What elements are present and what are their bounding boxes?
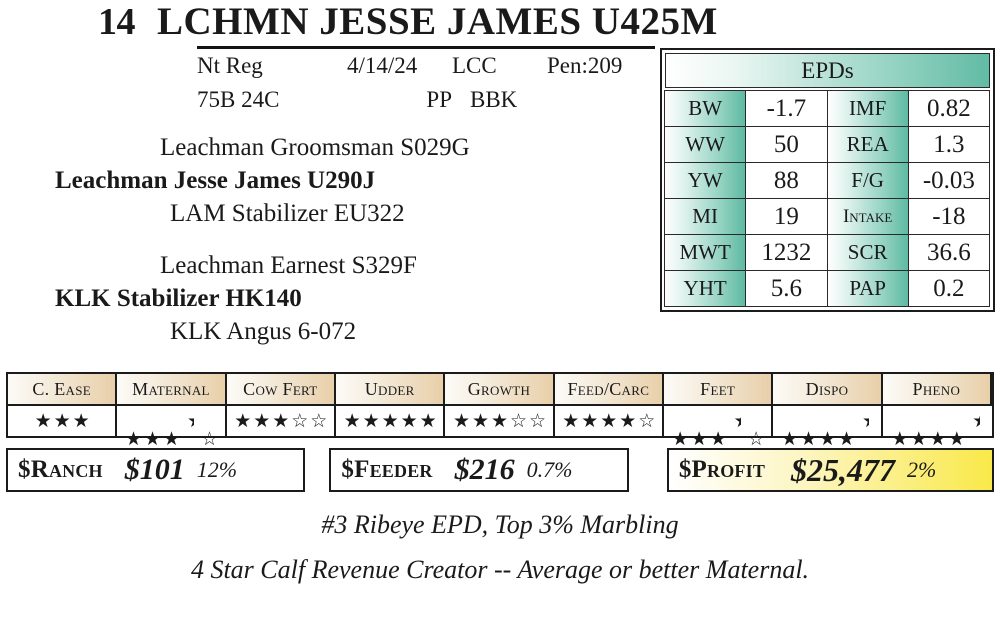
- epd-label-yht: YHT: [664, 270, 747, 307]
- registration-status: Nt Reg: [197, 53, 263, 78]
- trait-header-feet: Feet: [664, 374, 774, 406]
- epd-panel: EPDs BW -1.7 IMF 0.82 WW 50 REA 1.3 YW 88 F/G -0.03…: [660, 46, 1000, 312]
- note-line-1: #3 Ribeye EPD, Top 3% Marbling: [321, 510, 679, 539]
- epd-label-f-g: F/G: [826, 162, 909, 199]
- epd-label-imf: IMF: [826, 90, 909, 127]
- epd-table-title: EPDs: [665, 53, 990, 88]
- birth-date: 4/14/24: [347, 53, 418, 78]
- ranch-index-box: $Ranch $101 12%: [6, 448, 306, 492]
- trait-stars-cow-fert: ★ ★ ★ ☆ ☆: [227, 406, 336, 436]
- trait-stars-feet: ★★★★☆: [664, 406, 774, 450]
- note-line-2: 4 Star Calf Revenue Creator -- Average o…: [190, 555, 810, 584]
- pen-number: Pen:209: [547, 53, 623, 78]
- epd-label-pap: PAP: [826, 270, 909, 307]
- trait-stars-udder: ★ ★ ★ ★ ★: [336, 406, 446, 436]
- epd-value-f-g: -0.03: [907, 162, 990, 199]
- trait-header-maternal: Maternal: [117, 374, 227, 406]
- epd-value-mi: 19: [745, 198, 828, 235]
- ranch-index-value: $101: [124, 453, 185, 486]
- ranch-index-percentile: 12%: [196, 457, 238, 482]
- epd-label-mwt: MWT: [664, 234, 747, 271]
- feeder-index-label: $Feeder: [341, 456, 433, 483]
- info-line-2: 75B 24C PP BBK: [0, 83, 660, 117]
- epd-value-ww: 50: [745, 126, 828, 163]
- trait-header-growth: Growth: [445, 374, 555, 406]
- dam-sire-name: Leachman Earnest S329F: [160, 252, 417, 279]
- trait-stars-maternal: ★★★★☆: [117, 406, 227, 450]
- feeder-index-percentile: 0.7%: [526, 457, 573, 482]
- epd-value-imf: 0.82: [907, 90, 990, 127]
- epd-value-yht: 5.6: [745, 270, 828, 307]
- trait-header-feed-carc: Feed/Carc: [554, 374, 664, 406]
- info-line-1: Nt Reg 4/14/24 LCC Pen:209: [0, 49, 660, 83]
- trait-header-dispo: Dispo: [773, 374, 883, 406]
- trait-header-cow-fert: Cow Fert: [226, 374, 336, 406]
- horn-status: PP: [426, 87, 452, 112]
- dam-name: KLK Stabilizer HK140: [55, 285, 302, 312]
- profit-index-value: $25,477: [791, 451, 896, 488]
- epd-label-ww: WW: [664, 126, 747, 163]
- pedigree-dam-group: Leachman Earnest S329F KLK Stabilizer HK…: [0, 249, 660, 348]
- dam-dam-name: KLK Angus 6-072: [170, 318, 357, 345]
- epd-value-pap: 0.2: [907, 270, 990, 307]
- trait-header-udder: Udder: [336, 374, 446, 406]
- ranch-index-label: $Ranch: [18, 456, 103, 483]
- trait-stars-dispo: ★★★★★: [773, 406, 883, 450]
- title-divider: [197, 46, 655, 49]
- epd-value-yw: 88: [745, 162, 828, 199]
- epd-label-bw: BW: [664, 90, 747, 127]
- tag-number: 75B 24C: [197, 87, 280, 112]
- pedigree-sire-group: Leachman Groomsman S029G Leachman Jesse …: [0, 131, 660, 230]
- profit-index-percentile: 2%: [907, 457, 937, 482]
- profit-index-box: $Profit $25,477 2%: [666, 448, 994, 492]
- epd-value-scr: 36.6: [907, 234, 990, 271]
- animal-name: LCHMN JESSE JAMES U425M: [157, 0, 718, 43]
- epd-label-rea: REA: [826, 126, 909, 163]
- pedigree-spacer: [0, 230, 660, 249]
- trait-header-c-ease: C. Ease: [8, 374, 118, 406]
- lot-number: 14: [98, 1, 136, 43]
- epd-label-intake: Intake: [826, 198, 909, 235]
- breeder-code: LCC: [452, 53, 497, 78]
- color-code: BBK: [470, 87, 518, 112]
- trait-rating-table: C. Ease Maternal Cow Fert Udder Growth Feed/C…: [6, 372, 994, 450]
- epd-label-yw: YW: [664, 162, 747, 199]
- sire-name: Leachman Jesse James U290J: [55, 167, 376, 194]
- epd-label-mi: MI: [664, 198, 747, 235]
- epd-label-scr: SCR: [826, 234, 909, 271]
- epd-grid: BW -1.7 IMF 0.82 WW 50 REA 1.3 YW 88 F/G -0.03 MI 19 I…: [664, 90, 990, 307]
- feeder-index-value: $216: [454, 453, 515, 486]
- trait-stars-feed-carc: ★ ★ ★ ★ ☆: [555, 406, 664, 436]
- sire-dam-name: LAM Stabilizer EU322: [170, 200, 405, 227]
- trait-stars-c-ease: ★ ★ ★: [8, 406, 118, 436]
- epd-value-bw: -1.7: [745, 90, 828, 127]
- epd-value-rea: 1.3: [907, 126, 990, 163]
- epd-value-intake: -18: [907, 198, 990, 235]
- index-row: $Ranch $101 12% $Feeder $216 0.7% $Profi…: [6, 448, 994, 492]
- main-body: Nt Reg 4/14/24 LCC Pen:209 75B 24C PP BB…: [0, 46, 1000, 366]
- trait-stars-growth: ★ ★ ★ ☆ ☆: [445, 406, 555, 436]
- trait-stars-pheno: ★★★★★: [891, 410, 980, 450]
- profit-index-label: $Profit: [678, 456, 766, 483]
- lot-header: 14 LCHMN JESSE JAMES U425M: [0, 0, 1000, 46]
- sire-sire-name: Leachman Groomsman S029G: [160, 134, 470, 161]
- feeder-index-box: $Feeder $216 0.7%: [329, 448, 629, 492]
- trait-header-pheno: Pheno: [882, 374, 992, 406]
- epd-table: EPDs BW -1.7 IMF 0.82 WW 50 REA 1.3 YW 88 F/G -0.03…: [660, 48, 995, 312]
- epd-value-mwt: 1232: [745, 234, 828, 271]
- pedigree-panel: Nt Reg 4/14/24 LCC Pen:209 75B 24C PP BB…: [0, 46, 660, 348]
